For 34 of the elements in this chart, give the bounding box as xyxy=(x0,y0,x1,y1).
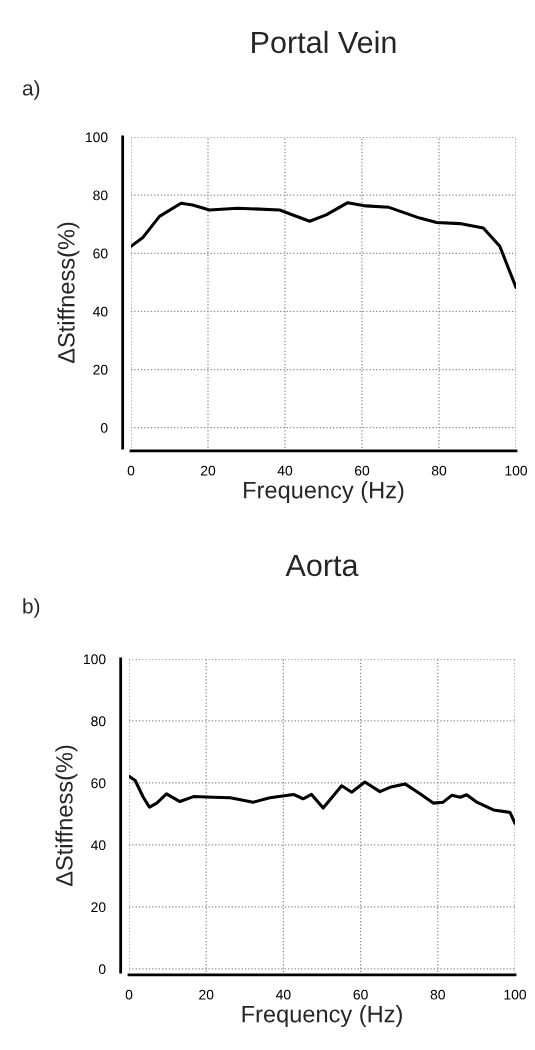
x-axis-title: Frequency (Hz) xyxy=(242,1005,402,1028)
y-axis-title: ΔStiffness(%) xyxy=(55,745,78,887)
y-tick-label: 20 xyxy=(93,364,108,375)
line-series xyxy=(129,774,515,825)
y-axis-title: ΔStiffness(%) xyxy=(57,222,80,364)
y-tick-label: 60 xyxy=(91,778,106,789)
x-tick-label: 40 xyxy=(277,465,293,476)
chart-title: Portal Vein xyxy=(252,30,396,54)
y-tick-label: 40 xyxy=(90,840,106,851)
y-tick-label: 80 xyxy=(91,716,106,727)
y-tick-label: 0 xyxy=(98,964,106,975)
y-tick-label: 0 xyxy=(100,422,108,433)
y-tick-label: 40 xyxy=(92,306,108,317)
x-tick-label: 80 xyxy=(431,465,447,476)
x-tick-label: 20 xyxy=(200,465,216,476)
x-tick-label: 0 xyxy=(127,465,135,476)
text: a) xyxy=(22,80,40,100)
text: b) xyxy=(23,598,40,618)
y-tick-label: 100 xyxy=(83,654,106,665)
x-tick-label: 100 xyxy=(504,989,527,1000)
y-tick-label: 60 xyxy=(93,248,108,259)
x-tick-label: 60 xyxy=(353,989,368,1000)
y-tick-label: 20 xyxy=(91,902,106,913)
x-tick-label: 80 xyxy=(430,989,445,1000)
x-axis-title: Frequency (Hz) xyxy=(244,481,404,504)
y-tick-label: 100 xyxy=(85,132,108,143)
chart-title: Aorta xyxy=(285,554,359,577)
x-tick-label: 20 xyxy=(199,989,214,1000)
x-tick-label: 60 xyxy=(354,465,370,476)
x-tick-label: 0 xyxy=(125,989,133,1000)
y-tick-label: 80 xyxy=(93,190,108,201)
line-series xyxy=(131,201,516,290)
x-tick-label: 100 xyxy=(505,465,528,476)
x-tick-label: 40 xyxy=(276,989,291,1000)
